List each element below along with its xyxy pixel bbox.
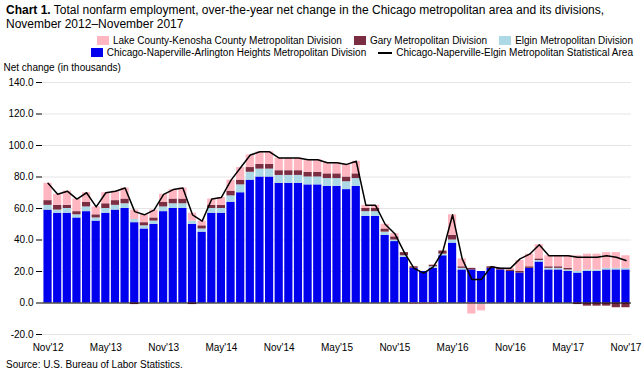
svg-text:Nov'15: Nov'15 <box>379 342 410 353</box>
svg-text:Net change (in thousands): Net change (in thousands) <box>4 62 121 73</box>
svg-text:20.0: 20.0 <box>14 266 34 277</box>
svg-text:May'17: May'17 <box>552 342 584 353</box>
html-text:Chart 1. Total nonfarm employm: Chart 1. Total nonfarm employment, over-… <box>6 3 611 31</box>
svg-text:May'14: May'14 <box>205 342 237 353</box>
html-text:Source: U.S. Bureau of Labor S: Source: U.S. Bureau of Labor Statistics. <box>6 359 183 370</box>
svg-text:Nov'16: Nov'16 <box>495 342 526 353</box>
svg-text:40.0: 40.0 <box>14 234 34 245</box>
svg-text:Nov'17: Nov'17 <box>611 342 642 353</box>
html-text:Chicago-Naperville-Arlington H: Chicago-Naperville-Arlington Heights Met… <box>106 47 367 58</box>
svg-text:Nov'12: Nov'12 <box>33 342 64 353</box>
svg-text:80.0: 80.0 <box>14 171 34 182</box>
svg-text:0.0: 0.0 <box>20 297 34 308</box>
svg-text:60.0: 60.0 <box>14 203 34 214</box>
svg-text:May'13: May'13 <box>90 342 122 353</box>
svg-text:Nov'14: Nov'14 <box>264 342 295 353</box>
html-text:Gary Metropolitan Division: Gary Metropolitan Division <box>369 35 488 46</box>
html-text:Chicago-Naperville-Elgin Metro: Chicago-Naperville-Elgin Metropolitan St… <box>396 47 633 58</box>
html-text:Elgin Metropolitan Division: Elgin Metropolitan Division <box>515 35 633 46</box>
svg-text:May'15: May'15 <box>321 342 353 353</box>
svg-text:100.0: 100.0 <box>8 140 33 151</box>
svg-text:May'16: May'16 <box>437 342 469 353</box>
svg-text:120.0: 120.0 <box>8 108 33 119</box>
html-text:Lake County-Kenosha County Met: Lake County-Kenosha County Metropolitan … <box>112 35 342 46</box>
svg-text:140.0: 140.0 <box>8 77 33 88</box>
svg-text:-20.0: -20.0 <box>11 329 34 340</box>
svg-text:Nov'13: Nov'13 <box>148 342 179 353</box>
